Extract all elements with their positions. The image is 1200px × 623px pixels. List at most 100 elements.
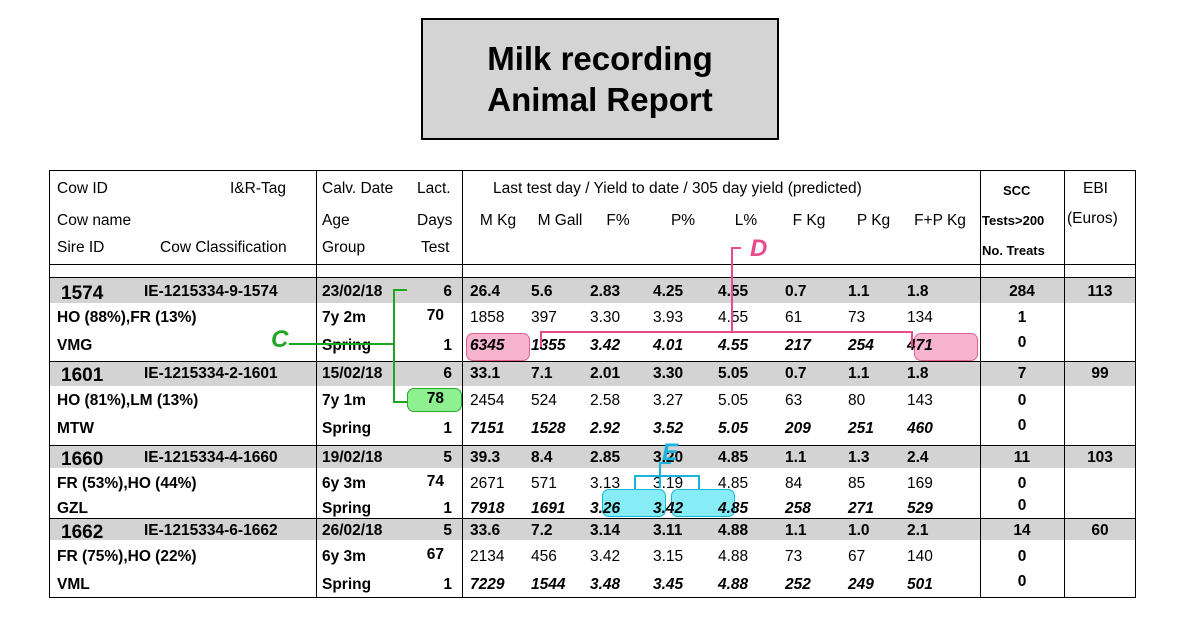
test-number: 1 — [443, 500, 452, 517]
yield-to-date-value-1: 571 — [531, 475, 557, 492]
predicted-305-value-0: 7151 — [470, 420, 505, 437]
yield-to-date-value-4: 4.88 — [718, 548, 749, 565]
cow-id-row-band — [50, 446, 1135, 468]
yield-to-date-value-6: 67 — [848, 548, 866, 565]
last-test-value-4: 4.55 — [718, 283, 749, 300]
yield-to-date-value-5: 84 — [785, 475, 803, 492]
report-title-line-1: Milk recording — [487, 40, 713, 77]
ir-tag: IE-1215334-6-1662 — [144, 522, 278, 539]
yield-to-date-value-1: 524 — [531, 392, 557, 409]
last-test-value-0: 39.3 — [470, 449, 501, 466]
header-col-2: F% — [606, 212, 630, 229]
last-test-value-3: 4.25 — [653, 283, 684, 300]
annotation-label-e: E — [662, 439, 679, 466]
tests-over-200: 0 — [1017, 475, 1027, 492]
yield-to-date-value-5: 73 — [785, 548, 803, 565]
yield-to-date-value-2: 3.13 — [590, 475, 621, 492]
last-test-value-5: 1.1 — [785, 449, 807, 466]
last-test-value-2: 2.01 — [590, 365, 621, 382]
header-euros: (Euros) — [1067, 210, 1118, 227]
test-number: 1 — [443, 420, 452, 437]
last-test-value-6: 1.0 — [848, 522, 870, 539]
yield-to-date-value-1: 456 — [531, 548, 557, 565]
cow-id: 1601 — [61, 365, 104, 386]
header-group: Group — [322, 239, 366, 256]
predicted-305-value-3: 3.42 — [653, 500, 684, 517]
predicted-305-value-6: 271 — [848, 500, 874, 517]
last-test-value-6: 1.1 — [848, 283, 870, 300]
header-days: Days — [417, 212, 453, 229]
last-test-value-2: 3.14 — [590, 522, 621, 539]
predicted-305-value-7: 471 — [907, 337, 933, 354]
header-scc: SCC — [1003, 183, 1031, 198]
cow-divider — [50, 445, 1135, 446]
cow-id: 1574 — [61, 283, 104, 304]
column-divider — [462, 170, 463, 598]
column-divider — [316, 170, 317, 598]
header-ebi: EBI — [1083, 180, 1108, 197]
cow-divider — [50, 518, 1135, 519]
annotation-label-d: D — [750, 235, 768, 262]
connector-e — [659, 462, 671, 464]
predicted-305-value-5: 217 — [785, 337, 811, 354]
last-test-value-7: 1.8 — [907, 283, 929, 300]
no-treats: 0 — [1017, 417, 1027, 434]
report-title-box: Milk recording Animal Report — [421, 18, 779, 140]
yield-to-date-value-0: 2134 — [470, 548, 505, 565]
connector-e — [659, 475, 700, 477]
last-test-value-4: 4.85 — [718, 449, 749, 466]
highlight-predicted-p-pct — [671, 489, 735, 517]
header-col-5: F Kg — [792, 212, 826, 229]
last-test-value-7: 2.4 — [907, 449, 929, 466]
last-test-value-3: 3.20 — [653, 449, 684, 466]
header-col-3: P% — [670, 212, 696, 229]
predicted-305-value-7: 501 — [907, 576, 933, 593]
yield-to-date-value-0: 1858 — [470, 309, 505, 326]
last-test-value-0: 33.6 — [470, 522, 501, 539]
days-in-milk: 78 — [426, 390, 444, 407]
yield-to-date-value-6: 80 — [848, 392, 866, 409]
lactation-number: 6 — [443, 283, 452, 300]
cow-id: 1662 — [61, 522, 104, 543]
no-treats: 0 — [1017, 573, 1027, 590]
predicted-305-value-3: 3.45 — [653, 576, 684, 593]
yield-to-date-value-7: 143 — [907, 392, 933, 409]
breed-composition: FR (75%),HO (22%) — [57, 548, 197, 565]
days-in-milk: 67 — [426, 546, 444, 563]
last-test-value-1: 8.4 — [531, 449, 553, 466]
predicted-305-value-4: 4.88 — [718, 576, 749, 593]
connector-d — [731, 247, 733, 333]
last-test-value-5: 0.7 — [785, 283, 807, 300]
header-ir-tag: I&R-Tag — [230, 180, 286, 197]
ebi-value: 103 — [1087, 449, 1113, 466]
column-divider — [980, 170, 981, 598]
calving-date: 23/02/18 — [322, 283, 383, 300]
age: 7y 2m — [322, 309, 366, 326]
calving-date: 19/02/18 — [322, 449, 383, 466]
connector-c — [289, 343, 393, 345]
no-treats: 0 — [1017, 497, 1027, 514]
group: Spring — [322, 500, 372, 517]
connector-c — [393, 401, 407, 403]
scc-value: 7 — [1017, 365, 1027, 382]
group: Spring — [322, 576, 372, 593]
last-test-value-5: 1.1 — [785, 522, 807, 539]
yield-to-date-value-3: 3.93 — [653, 309, 684, 326]
yield-to-date-value-0: 2454 — [470, 392, 505, 409]
header-divider — [50, 277, 1135, 278]
connector-e — [698, 475, 700, 489]
last-test-value-0: 33.1 — [470, 365, 501, 382]
ir-tag: IE-1215334-2-1601 — [144, 365, 278, 382]
last-test-value-7: 2.1 — [907, 522, 929, 539]
test-number: 1 — [443, 337, 452, 354]
connector-c — [393, 289, 407, 291]
last-test-value-1: 7.2 — [531, 522, 553, 539]
age: 6y 3m — [322, 548, 366, 565]
predicted-305-value-5: 252 — [785, 576, 811, 593]
predicted-305-value-2: 3.26 — [590, 500, 621, 517]
predicted-305-value-6: 251 — [848, 420, 874, 437]
calving-date: 26/02/18 — [322, 522, 383, 539]
last-test-value-3: 3.30 — [653, 365, 684, 382]
ir-tag: IE-1215334-4-1660 — [144, 449, 278, 466]
yield-to-date-value-7: 134 — [907, 309, 933, 326]
